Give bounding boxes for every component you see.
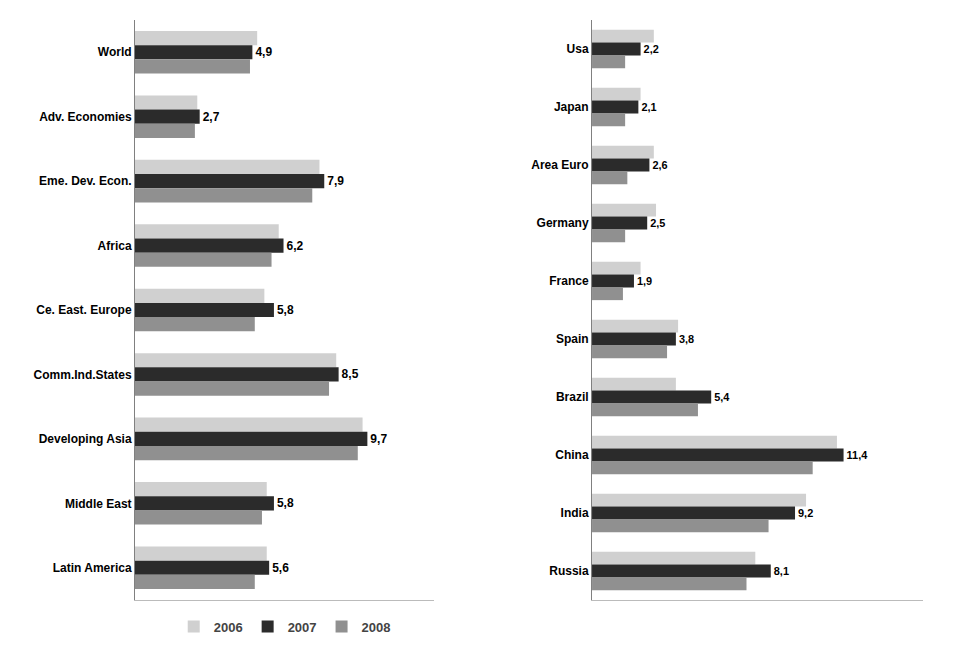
svg-text:5,6: 5,6: [272, 561, 289, 575]
svg-text:France: France: [549, 274, 589, 288]
svg-text:7,9: 7,9: [327, 174, 344, 188]
svg-text:World: World: [98, 45, 132, 59]
svg-text:8,5: 8,5: [342, 367, 359, 381]
svg-text:5,8: 5,8: [277, 303, 294, 317]
svg-text:Developing Asia: Developing Asia: [39, 432, 132, 446]
svg-text:Comm.Ind.States: Comm.Ind.States: [34, 368, 132, 382]
svg-text:Africa: Africa: [98, 239, 132, 253]
svg-text:3,8: 3,8: [679, 333, 694, 345]
svg-text:Germany: Germany: [537, 216, 589, 230]
svg-text:5,8: 5,8: [277, 496, 294, 510]
svg-text:Spain: Spain: [556, 332, 589, 346]
svg-text:Usa: Usa: [567, 42, 589, 56]
svg-text:Eme. Dev. Econ.: Eme. Dev. Econ.: [39, 174, 131, 188]
svg-text:9,7: 9,7: [370, 432, 387, 446]
svg-text:2006: 2006: [214, 620, 243, 635]
svg-text:6,2: 6,2: [287, 239, 304, 253]
svg-text:2,7: 2,7: [203, 110, 220, 124]
svg-text:Adv. Economies: Adv. Economies: [39, 110, 132, 124]
svg-text:India: India: [561, 506, 589, 520]
svg-text:2,2: 2,2: [644, 43, 659, 55]
svg-text:Latin America: Latin America: [53, 561, 132, 575]
svg-text:2,1: 2,1: [641, 101, 656, 113]
svg-text:Japan: Japan: [554, 100, 589, 114]
svg-text:Russia: Russia: [549, 564, 589, 578]
svg-text:8,1: 8,1: [774, 565, 789, 577]
svg-text:4,9: 4,9: [255, 45, 272, 59]
svg-text:1,9: 1,9: [637, 275, 652, 287]
svg-text:9,2: 9,2: [798, 507, 813, 519]
svg-text:2008: 2008: [362, 620, 391, 635]
svg-text:Ce. East. Europe: Ce. East. Europe: [36, 303, 132, 317]
svg-text:2,5: 2,5: [650, 217, 665, 229]
svg-text:Brazil: Brazil: [556, 390, 589, 404]
svg-text:11,4: 11,4: [847, 449, 869, 461]
svg-text:Area Euro: Area Euro: [531, 158, 588, 172]
svg-text:5,4: 5,4: [714, 391, 730, 403]
svg-text:2,6: 2,6: [652, 159, 667, 171]
svg-text:China: China: [555, 448, 589, 462]
svg-text:2007: 2007: [288, 620, 317, 635]
svg-text:Middle East: Middle East: [65, 497, 132, 511]
